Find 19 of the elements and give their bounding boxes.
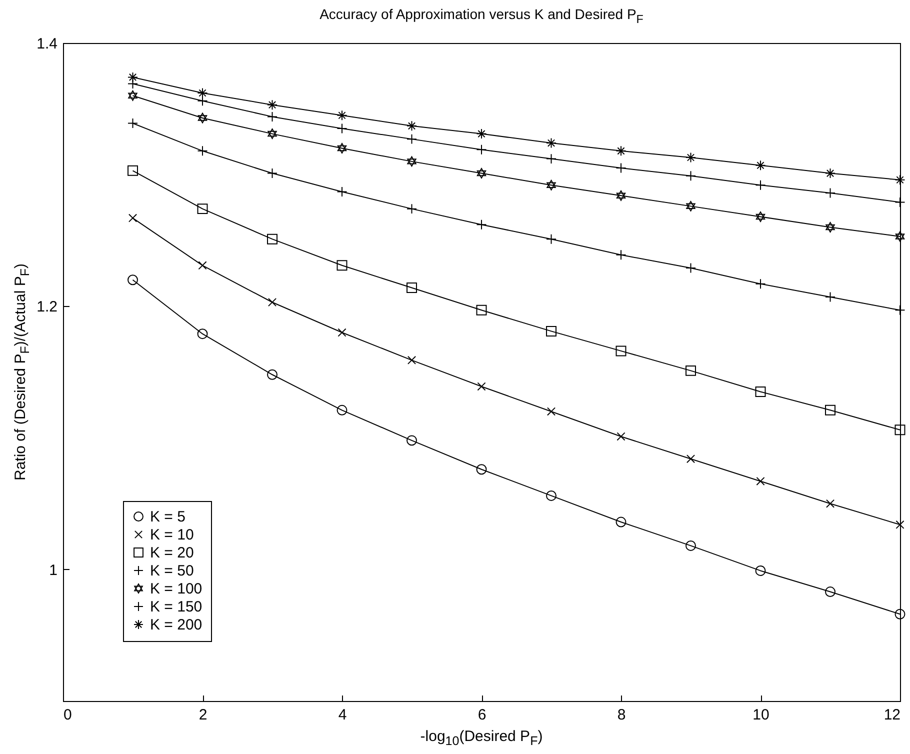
legend-label: K = 150	[150, 598, 202, 616]
legend-label: K = 100	[150, 580, 202, 598]
x-tick-label: 12	[884, 706, 900, 724]
x-tick-label: 6	[478, 706, 486, 724]
x-tick-label: 0	[64, 706, 72, 724]
y-tick-label: 1.4	[36, 36, 58, 52]
y-tick-label: 1.2	[36, 298, 58, 316]
legend-label: K = 200	[150, 616, 202, 634]
y-tick-label: 1	[49, 562, 58, 579]
x-tick-label: 10	[752, 706, 770, 724]
x-tick-label: 2	[198, 706, 208, 724]
x-axis-title: -log$_{10}$(Desired P$_{F}$)	[419, 728, 544, 748]
x-tick-label: 8	[617, 706, 626, 724]
legend-label: K = 20	[150, 544, 194, 562]
legend-label: K = 5	[150, 508, 186, 526]
x-tick-label: 4	[338, 706, 347, 724]
legend-label: K = 50	[150, 562, 194, 580]
legend-label: K = 10	[150, 526, 194, 544]
chart-title: Accuracy of Approximation versus K and Desired P$_{F}$	[318, 6, 644, 26]
